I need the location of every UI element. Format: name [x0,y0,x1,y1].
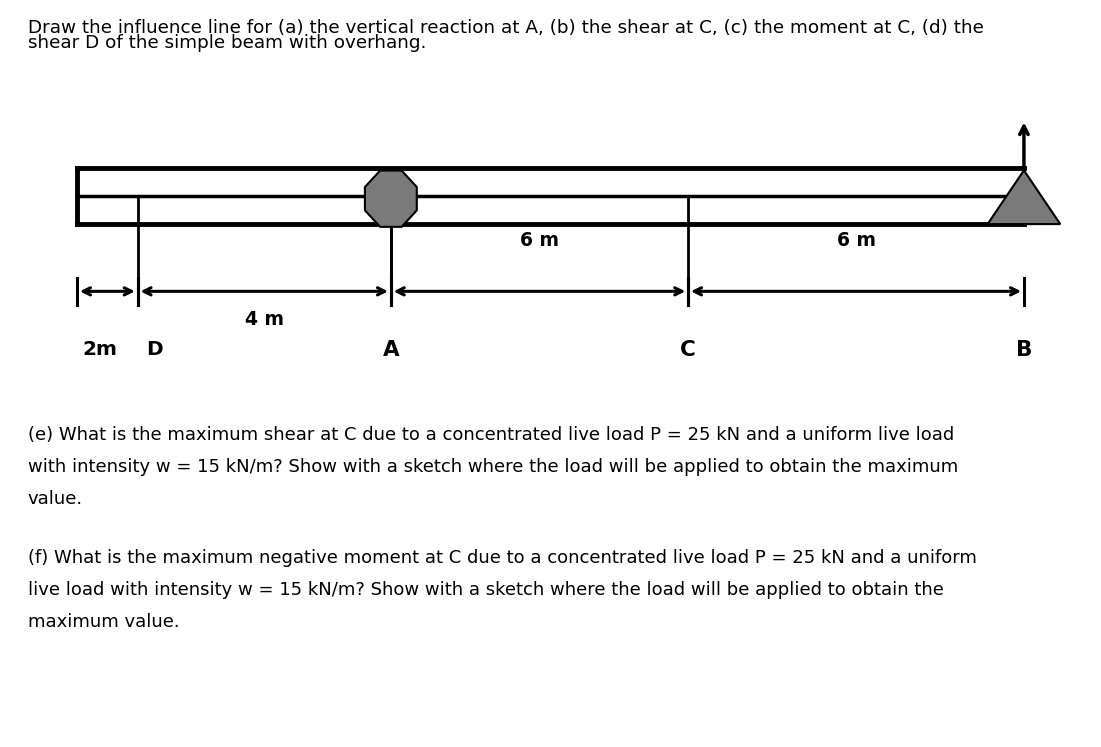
Text: with intensity w = 15 kN/m? Show with a sketch where the load will be applied to: with intensity w = 15 kN/m? Show with a … [28,458,958,476]
Text: D: D [146,340,163,359]
Text: 6 m: 6 m [837,232,875,250]
Text: B: B [1016,340,1032,360]
Text: 2m: 2m [83,340,118,359]
Text: A: A [382,340,400,360]
Text: (f) What is the maximum negative moment at C due to a concentrated live load P =: (f) What is the maximum negative moment … [28,549,977,567]
Text: live load with intensity w = 15 kN/m? Show with a sketch where the load will be : live load with intensity w = 15 kN/m? Sh… [28,581,944,599]
Text: shear D of the simple beam with overhang.: shear D of the simple beam with overhang… [28,34,426,52]
Text: value.: value. [28,490,83,508]
Polygon shape [988,170,1060,224]
Text: Draw the influence line for (a) the vertical reaction at A, (b) the shear at C, : Draw the influence line for (a) the vert… [28,19,983,37]
Text: 6 m: 6 m [520,232,559,250]
Text: 4 m: 4 m [244,310,284,329]
Bar [77,168,1024,224]
Text: maximum value.: maximum value. [28,613,179,631]
Polygon shape [364,170,417,227]
Text: (e) What is the maximum shear at C due to a concentrated live load P = 25 kN and: (e) What is the maximum shear at C due t… [28,426,953,444]
Text: C: C [680,340,696,360]
